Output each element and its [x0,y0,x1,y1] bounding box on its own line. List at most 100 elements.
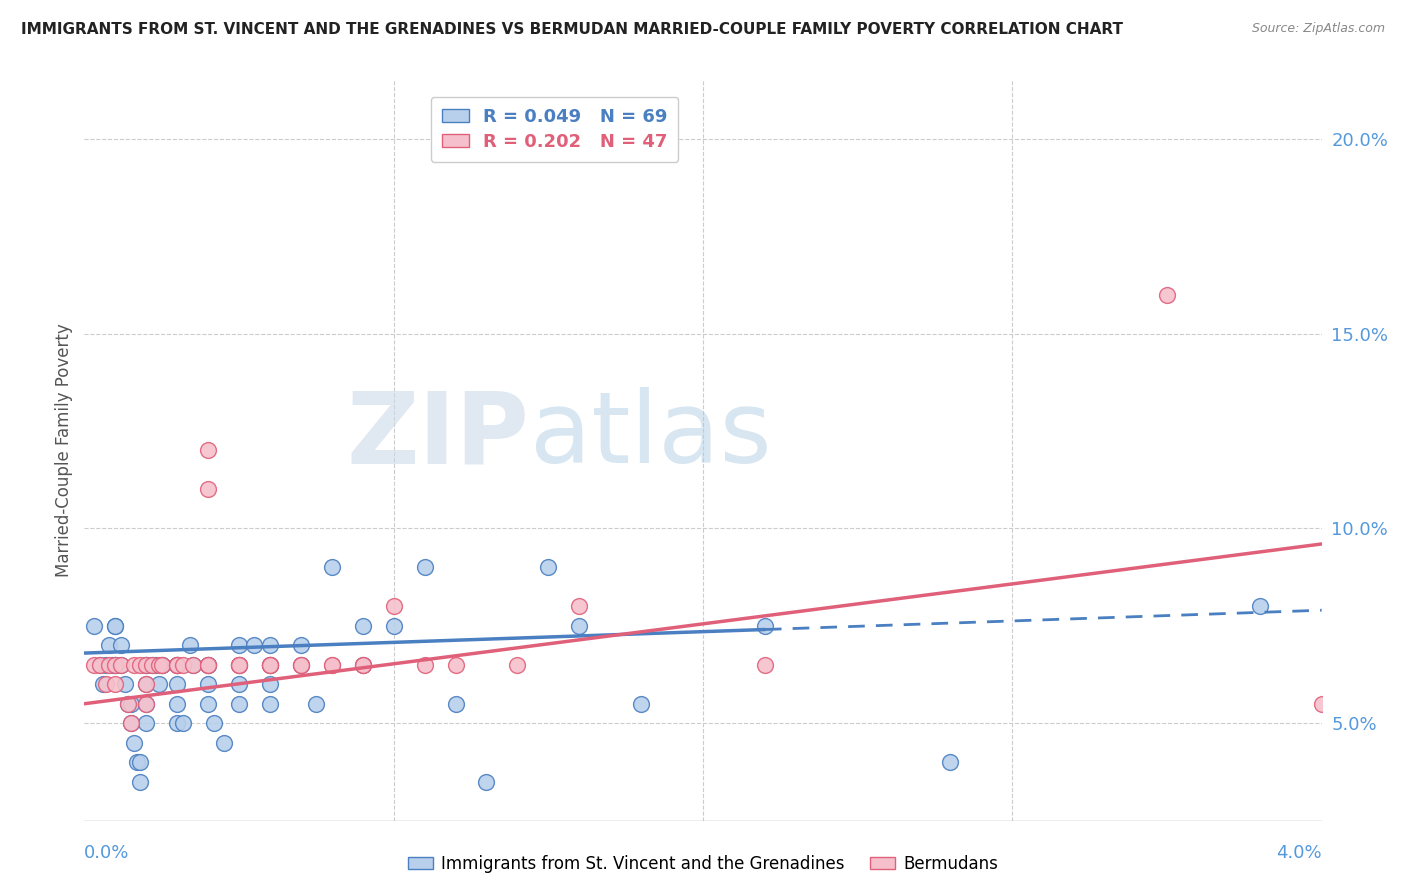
Point [129,755,152,769]
Point [228,657,250,672]
Point [352,619,374,633]
Point [166,657,188,672]
Text: atlas: atlas [530,387,772,484]
Point [104,677,127,691]
Point [135,657,157,672]
Point [89,657,111,672]
Point [290,657,312,672]
Text: Source: ZipAtlas.com: Source: ZipAtlas.com [1251,22,1385,36]
Point [166,657,188,672]
Point [125,755,148,769]
Point [135,677,157,691]
Point [135,716,157,731]
Point [228,657,250,672]
Point [145,657,167,672]
Point [141,657,163,672]
Point [939,755,962,769]
Point [506,657,529,672]
Point [135,677,157,691]
Point [290,638,312,652]
Point [321,657,343,672]
Point [148,657,170,672]
Point [290,657,312,672]
Point [228,638,250,652]
Point [259,657,281,672]
Point [259,677,281,691]
Point [259,657,281,672]
Point [104,619,127,633]
Point [98,638,121,652]
Point [181,657,204,672]
Point [444,657,467,672]
Point [135,657,157,672]
Point [305,697,328,711]
Point [382,619,405,633]
Point [475,774,498,789]
Point [166,677,188,691]
Point [1249,599,1271,614]
Point [1156,287,1178,301]
Point [228,697,250,711]
Point [104,657,127,672]
Point [110,638,132,652]
Point [568,619,591,633]
Point [117,697,139,711]
Point [129,774,152,789]
Point [110,657,132,672]
Point [83,619,105,633]
Point [352,657,374,672]
Point [444,697,467,711]
Point [101,657,124,672]
Point [104,657,127,672]
Point [630,697,652,711]
Point [259,697,281,711]
Point [243,638,266,652]
Point [259,657,281,672]
Point [290,657,312,672]
Point [135,657,157,672]
Point [150,657,173,672]
Point [202,716,225,731]
Point [228,657,250,672]
Point [148,677,170,691]
Point [110,657,132,672]
Point [94,677,117,691]
Point [122,736,145,750]
Point [179,638,201,652]
Point [120,716,142,731]
Point [321,657,343,672]
Point [212,736,235,750]
Point [104,619,127,633]
Point [259,638,281,652]
Point [1310,697,1333,711]
Point [91,677,114,691]
Point [228,677,250,691]
Point [197,697,219,711]
Point [166,697,188,711]
Y-axis label: Married-Couple Family Poverty: Married-Couple Family Poverty [55,324,73,577]
Point [104,657,127,672]
Point [413,657,436,672]
Point [754,619,776,633]
Point [259,657,281,672]
Point [166,657,188,672]
Point [754,657,776,672]
Point [197,657,219,672]
Point [568,599,591,614]
Legend: R = 0.049   N = 69, R = 0.202   N = 47: R = 0.049 N = 69, R = 0.202 N = 47 [430,96,678,161]
Point [166,716,188,731]
Point [413,560,436,574]
Text: 0.0%: 0.0% [84,844,129,862]
Point [197,677,219,691]
Point [135,697,157,711]
Text: ZIP: ZIP [347,387,530,484]
Text: IMMIGRANTS FROM ST. VINCENT AND THE GRENADINES VS BERMUDAN MARRIED-COUPLE FAMILY: IMMIGRANTS FROM ST. VINCENT AND THE GREN… [21,22,1123,37]
Point [83,657,105,672]
Point [197,657,219,672]
Point [352,657,374,672]
Point [166,657,188,672]
Point [197,657,219,672]
Point [197,443,219,458]
Point [117,697,139,711]
Point [352,657,374,672]
